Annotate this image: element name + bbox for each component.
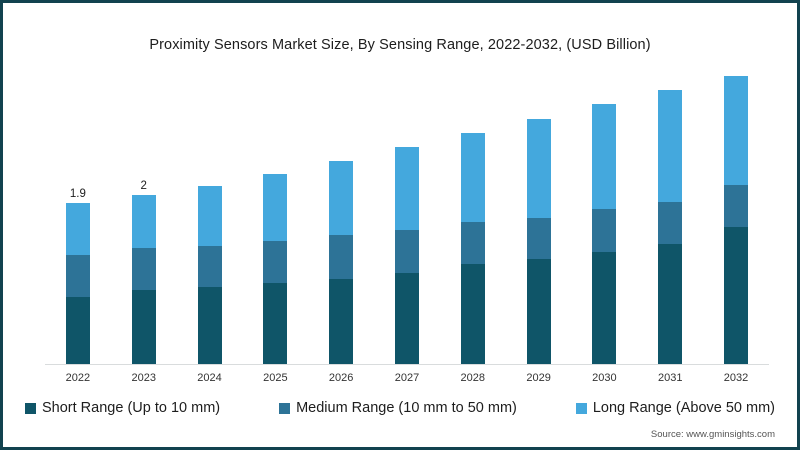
bar-segment-long[interactable] (526, 118, 551, 218)
bar-segment-long[interactable] (658, 90, 683, 202)
stacked-bar[interactable] (526, 118, 551, 364)
legend-label: Short Range (Up to 10 mm) (42, 400, 221, 416)
stacked-bar[interactable] (592, 104, 617, 364)
bar-segment-medium[interactable] (592, 209, 617, 252)
x-tick-2028: 2028 (460, 372, 486, 384)
bar-group: 1.9 2 (45, 69, 769, 364)
legend-swatch-icon (25, 402, 36, 414)
bar-column-2032[interactable] (703, 69, 769, 364)
chart-title: Proximity Sensors Market Size, By Sensin… (149, 37, 651, 53)
bar-segment-long[interactable] (329, 161, 354, 236)
bar-segment-medium[interactable] (724, 184, 749, 227)
legend-label: Medium Range (10 mm to 50 mm) (296, 400, 517, 416)
bar-column-2022[interactable]: 1.9 (45, 69, 111, 364)
stacked-bar[interactable] (329, 161, 354, 364)
x-tick-2031: 2031 (657, 372, 683, 384)
bar-value-label: 2 (140, 179, 147, 192)
bar-segment-long[interactable] (394, 146, 419, 230)
bar-segment-medium[interactable] (65, 254, 90, 298)
x-tick-2027: 2027 (394, 372, 420, 384)
bar-segment-long[interactable] (65, 203, 90, 255)
bar-segment-short[interactable] (394, 272, 419, 364)
bar-segment-medium[interactable] (658, 201, 683, 244)
bar-segment-short[interactable] (724, 227, 749, 364)
stacked-bar[interactable] (197, 186, 222, 364)
source-caption: Source: www.gminsights.com (650, 429, 775, 440)
bar-column-2031[interactable] (637, 69, 703, 364)
bar-segment-long[interactable] (197, 186, 222, 246)
bar-segment-short[interactable] (592, 251, 617, 364)
bar-column-2024[interactable] (177, 69, 243, 364)
bar-segment-medium[interactable] (394, 229, 419, 273)
x-tick-2022: 2022 (65, 372, 91, 384)
bar-segment-long[interactable] (592, 104, 617, 210)
bar-segment-long[interactable] (131, 194, 156, 249)
bar-column-2023[interactable]: 2 (111, 69, 177, 364)
legend-item-1[interactable]: Medium Range (10 mm to 50 mm) (279, 400, 517, 416)
bar-column-2027[interactable] (374, 69, 440, 364)
x-axis-line (45, 364, 769, 365)
x-tick-2032: 2032 (723, 372, 749, 384)
x-tick-2029: 2029 (526, 372, 551, 384)
bar-segment-long[interactable] (263, 173, 288, 241)
stacked-bar[interactable] (394, 146, 419, 364)
bar-segment-short[interactable] (263, 282, 288, 364)
x-tick-2023: 2023 (131, 372, 156, 384)
bar-segment-medium[interactable] (460, 221, 485, 265)
x-axis-tick-labels: 2022 2023 2024 2025 2026 2027 2028 2029 2030 2031… (45, 367, 769, 389)
chart-canvas: Proximity Sensors Market Size, By Sensin… (7, 7, 793, 443)
x-tick-2026: 2026 (328, 372, 354, 384)
bar-segment-long[interactable] (460, 133, 485, 222)
legend-swatch-icon (575, 402, 587, 414)
stacked-bar[interactable] (263, 173, 288, 364)
bar-segment-short[interactable] (197, 287, 222, 364)
bar-segment-medium[interactable] (329, 235, 354, 279)
x-tick-2024: 2024 (197, 372, 222, 384)
bar-segment-long[interactable] (724, 75, 749, 185)
stacked-bar[interactable] (65, 203, 90, 364)
bar-segment-medium[interactable] (526, 217, 551, 260)
legend-item-2[interactable]: Long Range (Above 50 mm) (575, 400, 775, 416)
bar-segment-medium[interactable] (263, 240, 288, 283)
bar-segment-short[interactable] (131, 289, 156, 364)
plot-area: 1.9 2 (45, 69, 769, 365)
legend-item-0[interactable]: Short Range (Up to 10 mm) (25, 400, 220, 416)
stacked-bar[interactable] (658, 90, 683, 364)
bar-column-2030[interactable] (572, 69, 638, 364)
stacked-bar[interactable] (724, 75, 749, 364)
bar-segment-short[interactable] (526, 259, 551, 364)
stacked-bar[interactable] (131, 194, 156, 364)
bar-segment-short[interactable] (329, 278, 354, 364)
legend-swatch-icon (279, 402, 291, 414)
bar-column-2028[interactable] (440, 69, 506, 364)
legend-label: Long Range (Above 50 mm) (592, 400, 775, 416)
x-tick-2030: 2030 (592, 372, 617, 384)
bar-segment-short[interactable] (65, 297, 90, 364)
bar-segment-short[interactable] (658, 243, 683, 364)
bar-column-2025[interactable] (242, 69, 308, 364)
bar-value-label: 1.9 (69, 188, 86, 201)
bar-segment-short[interactable] (460, 264, 485, 364)
stacked-bar[interactable] (460, 133, 485, 364)
x-tick-2025: 2025 (263, 372, 288, 384)
bar-segment-medium[interactable] (131, 248, 156, 290)
chart-legend: Short Range (Up to 10 mm) Medium Range (1… (25, 395, 775, 421)
bar-column-2026[interactable] (308, 69, 374, 364)
bar-column-2029[interactable] (506, 69, 572, 364)
bar-segment-medium[interactable] (197, 245, 222, 288)
